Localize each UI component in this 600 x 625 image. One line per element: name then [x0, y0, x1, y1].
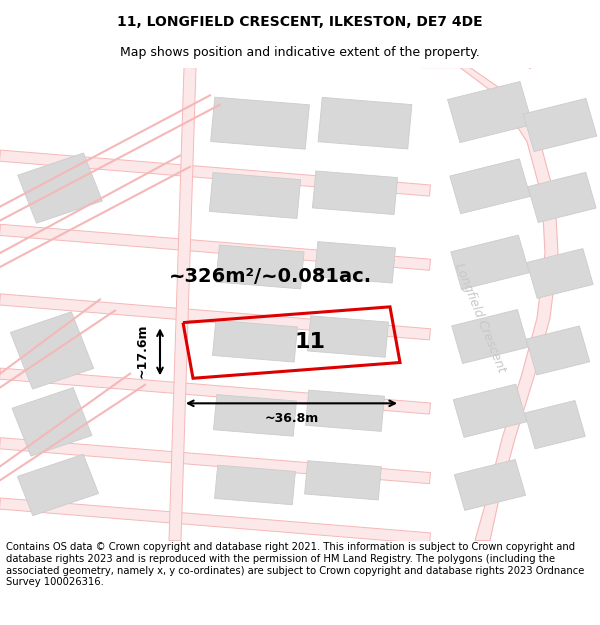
Polygon shape — [523, 98, 597, 152]
Polygon shape — [314, 242, 395, 283]
Polygon shape — [211, 97, 310, 149]
Polygon shape — [453, 384, 527, 438]
Text: Map shows position and indicative extent of the property.: Map shows position and indicative extent… — [120, 46, 480, 59]
Polygon shape — [526, 326, 590, 375]
Polygon shape — [18, 153, 102, 223]
Text: 11, LONGFIELD CRESCENT, ILKESTON, DE7 4DE: 11, LONGFIELD CRESCENT, ILKESTON, DE7 4D… — [117, 15, 483, 29]
Text: ~36.8m: ~36.8m — [265, 412, 319, 424]
Polygon shape — [305, 461, 382, 500]
Polygon shape — [318, 98, 412, 149]
Polygon shape — [307, 316, 389, 357]
Polygon shape — [216, 245, 304, 289]
Polygon shape — [0, 294, 431, 340]
Polygon shape — [305, 390, 385, 431]
Polygon shape — [525, 401, 585, 449]
Polygon shape — [209, 173, 301, 219]
Text: ~17.6m: ~17.6m — [136, 323, 149, 378]
Polygon shape — [451, 235, 529, 289]
Polygon shape — [527, 249, 593, 298]
Polygon shape — [454, 459, 526, 511]
Polygon shape — [0, 150, 431, 196]
Text: Contains OS data © Crown copyright and database right 2021. This information is : Contains OS data © Crown copyright and d… — [6, 542, 584, 587]
Polygon shape — [0, 368, 431, 414]
Polygon shape — [448, 81, 532, 142]
Polygon shape — [212, 320, 298, 362]
Polygon shape — [215, 465, 295, 505]
Polygon shape — [528, 173, 596, 222]
Polygon shape — [313, 171, 398, 214]
Polygon shape — [10, 312, 94, 389]
Polygon shape — [0, 438, 431, 484]
Polygon shape — [452, 309, 528, 364]
Polygon shape — [450, 159, 530, 214]
Polygon shape — [169, 68, 196, 541]
Text: ~326m²/~0.081ac.: ~326m²/~0.081ac. — [169, 267, 371, 286]
Polygon shape — [0, 224, 431, 270]
Polygon shape — [0, 498, 431, 544]
Polygon shape — [12, 388, 92, 456]
Polygon shape — [420, 68, 558, 541]
Polygon shape — [214, 394, 296, 436]
Text: Longfield Crescent: Longfield Crescent — [452, 261, 508, 374]
Polygon shape — [17, 454, 98, 516]
Text: 11: 11 — [295, 332, 325, 352]
